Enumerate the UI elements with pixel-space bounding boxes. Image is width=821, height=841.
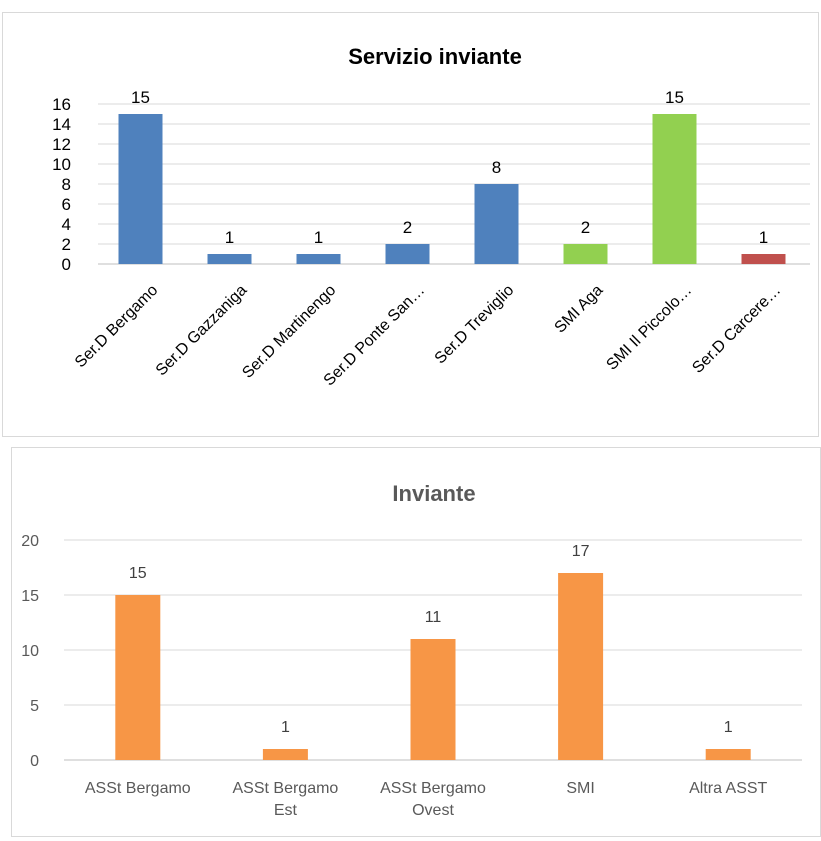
data-label: 2 [403,218,412,237]
x-category-label: Ser.D Ponte San… [321,282,429,390]
y-tick-label: 10 [52,155,71,174]
x-category-label: Ser.D Carcere… [689,282,784,377]
y-tick-label: 10 [21,643,39,660]
y-tick-label: 0 [30,753,39,770]
x-category-label: ASSt Bergamo Est [232,780,338,819]
data-label: 15 [129,565,147,582]
chart-servizio-inviante: Servizio inviante 15 1 1 2 8 2 15 1 0 2 4 6 8 10 12 14… [2,12,819,437]
y-tick-label: 12 [52,135,71,154]
bar [652,114,697,264]
x-category-label: ASSt Bergamo Ovest [380,780,486,819]
data-label: 15 [665,88,684,107]
chart-title: Inviante [392,481,475,506]
chart-inviante: Inviante 15 1 11 17 1 0 5 10 15 20 ASSt Bergamo A… [11,447,821,837]
bar [118,114,163,264]
y-tick-label: 6 [62,195,71,214]
data-label: 1 [225,228,234,247]
data-label: 1 [759,228,768,247]
y-tick-label: 5 [30,698,39,715]
x-category-label: Altra ASST [689,780,767,797]
data-label: 17 [572,543,590,560]
y-tick-label: 0 [62,255,71,274]
bar [705,749,751,760]
x-category-label: Ser.D Martinengo [239,282,339,382]
y-tick-label: 15 [21,588,39,605]
bar [563,244,608,264]
data-label: 2 [581,218,590,237]
y-tick-label: 4 [62,215,71,234]
y-tick-label: 2 [62,235,71,254]
bar [558,573,604,760]
x-category-label: SMI [566,780,594,797]
x-category-label: Ser.D Gazzaniga [153,282,251,380]
bar [262,749,308,760]
data-label: 1 [281,719,290,736]
chart-title: Servizio inviante [348,44,522,69]
y-tick-label: 8 [62,175,71,194]
bar [741,254,786,264]
bar [385,244,430,264]
data-label: 11 [425,609,442,626]
data-label: 8 [492,158,501,177]
x-category-label: Ser.D Bergamo [72,282,161,371]
bar [410,639,456,760]
data-label: 15 [131,88,150,107]
y-tick-label: 14 [52,115,71,134]
x-category-label: SMI Aga [552,282,607,337]
x-category-label: ASSt Bergamo [85,780,191,797]
x-category-label: SMI Il Piccolo… [603,282,695,374]
bar [474,184,519,264]
x-category-label: Ser.D Treviglio [432,282,518,368]
bar [115,595,161,760]
y-tick-label: 20 [21,533,39,550]
bar [207,254,252,264]
y-tick-label: 16 [52,95,71,114]
data-label: 1 [314,228,323,247]
data-label: 1 [724,719,733,736]
bar [296,254,341,264]
